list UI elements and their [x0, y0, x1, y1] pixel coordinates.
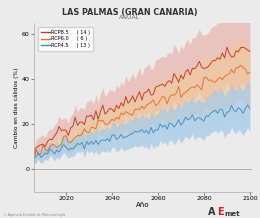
Text: E: E: [217, 207, 224, 217]
Legend: RCP8.5     ( 14 ), RCP6.0     ( 6 ), RCP4.5     ( 13 ): RCP8.5 ( 14 ), RCP6.0 ( 6 ), RCP4.5 ( 13…: [38, 27, 93, 51]
X-axis label: Año: Año: [136, 202, 150, 208]
Text: LAS PALMAS (GRAN CANARIA): LAS PALMAS (GRAN CANARIA): [62, 8, 198, 17]
Text: A: A: [208, 207, 216, 217]
Text: ANUAL: ANUAL: [119, 15, 141, 20]
Text: © Agencia Estatal de Meteorología: © Agencia Estatal de Meteorología: [3, 213, 65, 217]
Y-axis label: Cambio en dias cálidos (%): Cambio en dias cálidos (%): [14, 67, 19, 148]
Text: met: met: [224, 211, 240, 217]
